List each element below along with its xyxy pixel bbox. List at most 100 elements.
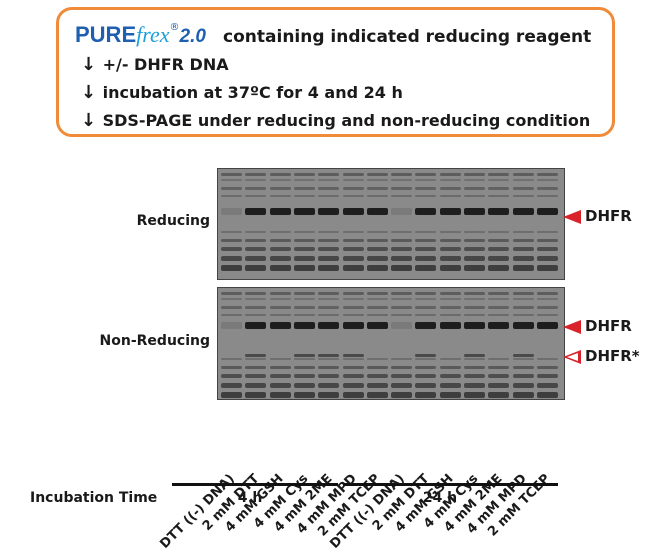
- gel-band: [293, 306, 315, 309]
- gel-band: [221, 208, 242, 215]
- gel-band: [245, 247, 267, 251]
- gel-band: [464, 187, 485, 190]
- gel-band: [536, 292, 558, 295]
- gel-band: [439, 239, 461, 242]
- gel-band: [342, 173, 364, 176]
- gel-band: [293, 392, 315, 398]
- lane-label: 4 mM MPD: [294, 400, 364, 537]
- gel-band: [391, 358, 413, 360]
- gel-lane: [415, 288, 437, 399]
- gel-band: [293, 195, 315, 197]
- gel-band: [245, 358, 267, 360]
- gel-band: [318, 354, 340, 357]
- gel-band: [221, 292, 242, 295]
- gel-band: [318, 366, 340, 369]
- gel-band: [439, 256, 461, 261]
- gel-band: [245, 187, 267, 190]
- gel-band: [439, 392, 461, 398]
- gel-band: [488, 314, 510, 316]
- gel-lane: [318, 169, 340, 279]
- gel-band: [342, 208, 364, 215]
- gel-lane: [464, 288, 485, 399]
- gel-band: [536, 358, 558, 360]
- gel-band: [342, 256, 364, 261]
- gel-band: [391, 231, 413, 233]
- gel-band: [366, 247, 388, 251]
- gel-band: [464, 358, 485, 360]
- gel-band: [221, 314, 242, 316]
- gel-band: [342, 231, 364, 233]
- gel-band: [488, 292, 510, 295]
- gel-band: [536, 179, 558, 181]
- gel-band: [488, 187, 510, 190]
- gel-band: [512, 366, 534, 369]
- gel-band: [318, 358, 340, 360]
- gel-band: [439, 292, 461, 295]
- gel-band: [293, 354, 315, 357]
- brand-version: 2.0: [179, 26, 206, 47]
- gel-band: [221, 247, 242, 251]
- incubation-time-label: Incubation Time: [30, 490, 158, 506]
- gel-band: [269, 314, 291, 316]
- gel-band: [293, 383, 315, 388]
- gel-band: [269, 298, 291, 300]
- gel-lane: [342, 288, 364, 399]
- gel-band: [415, 256, 437, 261]
- gel-band: [245, 354, 267, 357]
- gel-band: [366, 195, 388, 197]
- gel-band: [293, 265, 315, 271]
- gel-band: [464, 314, 485, 316]
- gel-band: [439, 187, 461, 190]
- gel-band: [439, 179, 461, 181]
- gel-band: [342, 358, 364, 360]
- gel-lane: [366, 169, 388, 279]
- gel-band: [269, 256, 291, 261]
- gel-lane: [245, 169, 267, 279]
- lane-label: 4 mM Cys: [421, 400, 485, 531]
- gel-band: [342, 298, 364, 300]
- marker-dhfr-non-reducing: DHFR: [563, 317, 632, 335]
- lane-label: 4 mM MPD: [464, 400, 534, 537]
- gel-band: [318, 179, 340, 181]
- gel-band: [221, 231, 242, 233]
- gel-band: [366, 322, 388, 329]
- gel-band: [391, 256, 413, 261]
- gel-band: [512, 247, 534, 251]
- marker-label: DHFR: [585, 207, 632, 225]
- gel-band: [464, 366, 485, 369]
- gel-band: [391, 322, 413, 329]
- gel-band: [269, 322, 291, 329]
- lane-label: DTT ((-) DNA): [328, 400, 412, 551]
- gel-band: [512, 292, 534, 295]
- gel-band: [439, 208, 461, 215]
- gel-band: [464, 195, 485, 197]
- gel-lane: [536, 288, 558, 399]
- gel-band: [391, 265, 413, 271]
- gel-band: [269, 358, 291, 360]
- gel-band: [342, 306, 364, 309]
- lane-label: 2 mM TCEP: [316, 400, 388, 539]
- gel-band: [512, 208, 534, 215]
- gel-band: [391, 374, 413, 378]
- gel-band: [318, 247, 340, 251]
- gel-band: [221, 187, 242, 190]
- gel-band: [464, 179, 485, 181]
- gel-band: [342, 195, 364, 197]
- gel-band: [512, 383, 534, 388]
- gel-band: [366, 366, 388, 369]
- time-group-4h: 4 h: [237, 490, 263, 506]
- gel-band: [342, 247, 364, 251]
- gel-band: [415, 306, 437, 309]
- gel-band: [415, 383, 437, 388]
- gel-band: [245, 231, 267, 233]
- gel-band: [415, 374, 437, 378]
- gel-band: [221, 366, 242, 369]
- gel-band: [269, 374, 291, 378]
- gel-band: [293, 322, 315, 329]
- gel-band: [512, 358, 534, 360]
- gel-band: [415, 187, 437, 190]
- gel-band: [439, 298, 461, 300]
- gel-band: [488, 239, 510, 242]
- gel-band: [512, 354, 534, 357]
- gel-band: [415, 366, 437, 369]
